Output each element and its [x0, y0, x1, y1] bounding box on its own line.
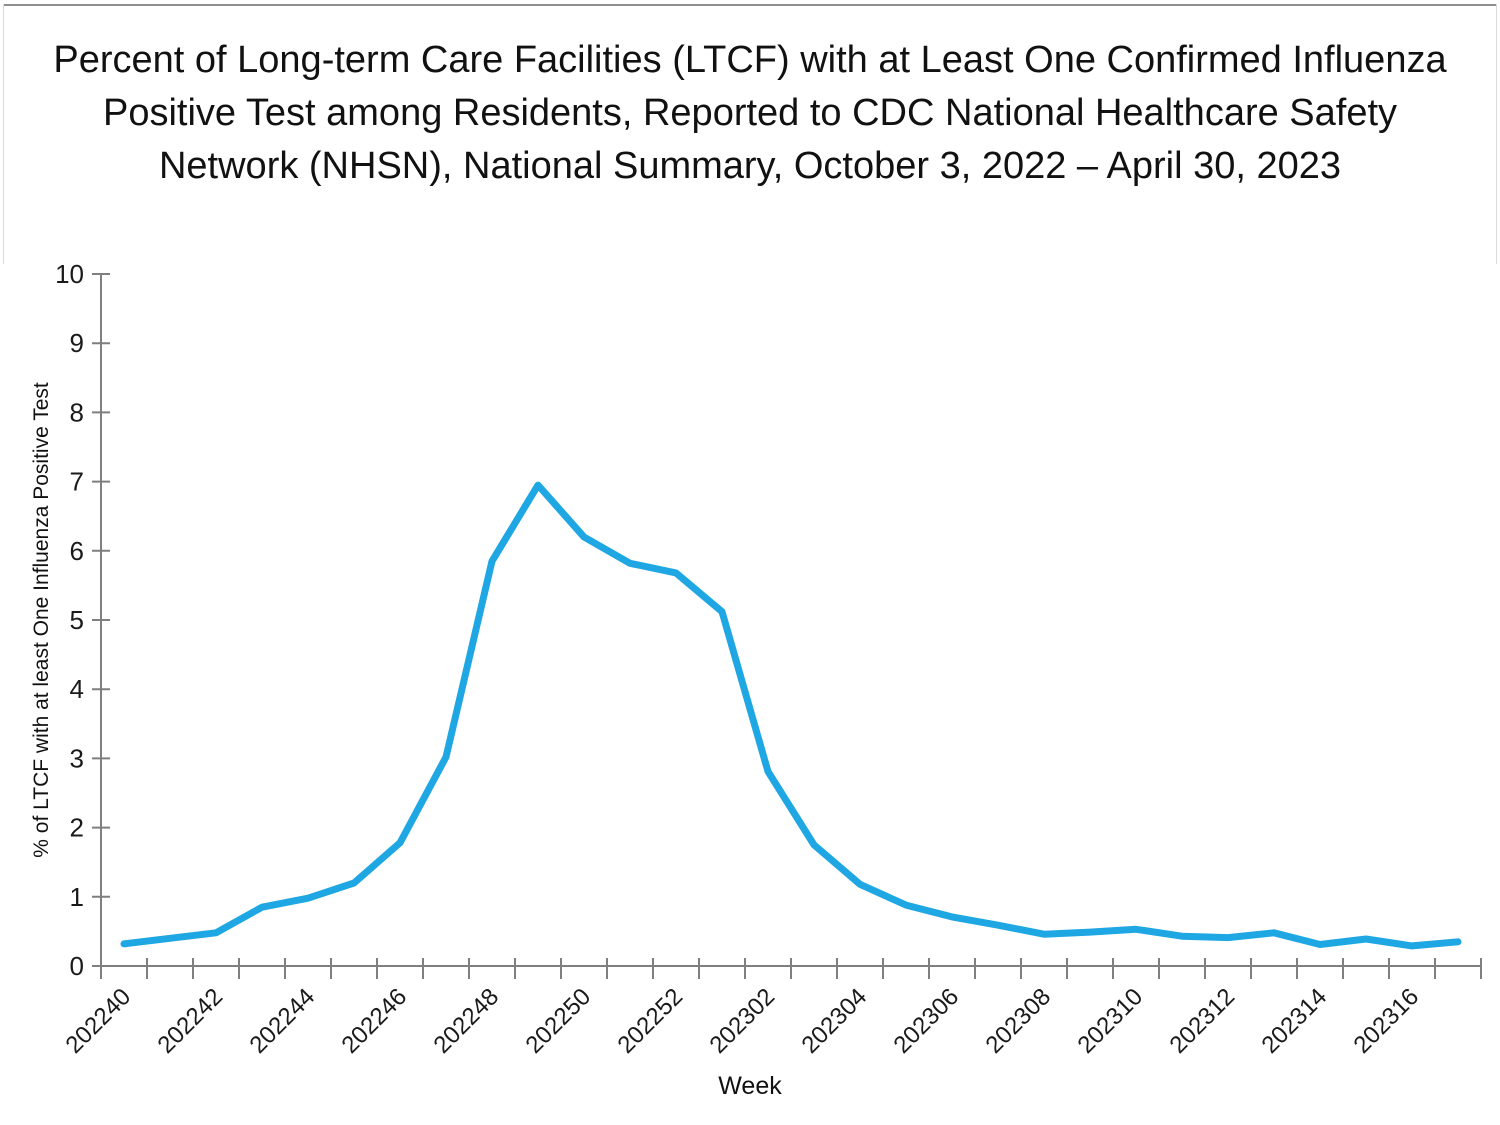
chart-title-line-3: Network (NHSN), National Summary, Octobe… — [158, 145, 1342, 187]
y-tick-label: 2 — [70, 813, 84, 843]
y-tick-label: 0 — [70, 951, 84, 981]
x-tick-label: 202242 — [153, 983, 229, 1059]
influenza-positive-line — [120, 481, 1462, 950]
y-tick-label: 4 — [70, 674, 84, 704]
x-tick-label: 202304 — [797, 983, 873, 1059]
frame-top-edge — [3, 4, 1497, 6]
x-tick-label: 202302 — [705, 983, 781, 1059]
x-tick-label: 202248 — [429, 983, 505, 1059]
x-tick-label: 202244 — [245, 983, 321, 1059]
chart-title-line-2: Positive Test among Residents, Reported … — [102, 92, 1398, 134]
x-tick-label: 202314 — [1257, 983, 1333, 1059]
y-tick-label: 6 — [70, 536, 84, 566]
x-tick-label: 202316 — [1349, 983, 1425, 1059]
x-axis-title: Week — [718, 1072, 782, 1100]
y-tick-label: 9 — [70, 328, 84, 358]
x-tick-label: 202306 — [889, 983, 965, 1059]
frame-left-edge — [3, 4, 4, 264]
y-tick-label: 1 — [70, 882, 84, 912]
chart-title-line-1: Percent of Long-term Care Facilities (LT… — [53, 39, 1447, 81]
x-tick-label: 202250 — [521, 983, 597, 1059]
x-tick-label: 202252 — [613, 983, 689, 1059]
x-tick-label: 202246 — [337, 983, 413, 1059]
frame-right-edge — [1496, 4, 1497, 264]
y-tick-label: 8 — [70, 397, 84, 427]
y-tick-label: 10 — [55, 259, 84, 289]
y-tick-label: 5 — [70, 605, 84, 635]
x-tick-label: 202240 — [61, 983, 137, 1059]
y-tick-label: 7 — [70, 467, 84, 497]
y-tick-label: 3 — [70, 743, 84, 773]
x-tick-label: 202312 — [1165, 983, 1241, 1059]
y-axis-title: % of LTCF with at least One Influenza Po… — [30, 382, 53, 858]
chart-title: Percent of Long-term Care Facilities (LT… — [10, 34, 1490, 193]
x-tick-label: 202310 — [1073, 983, 1149, 1059]
x-tick-label: 202308 — [981, 983, 1057, 1059]
